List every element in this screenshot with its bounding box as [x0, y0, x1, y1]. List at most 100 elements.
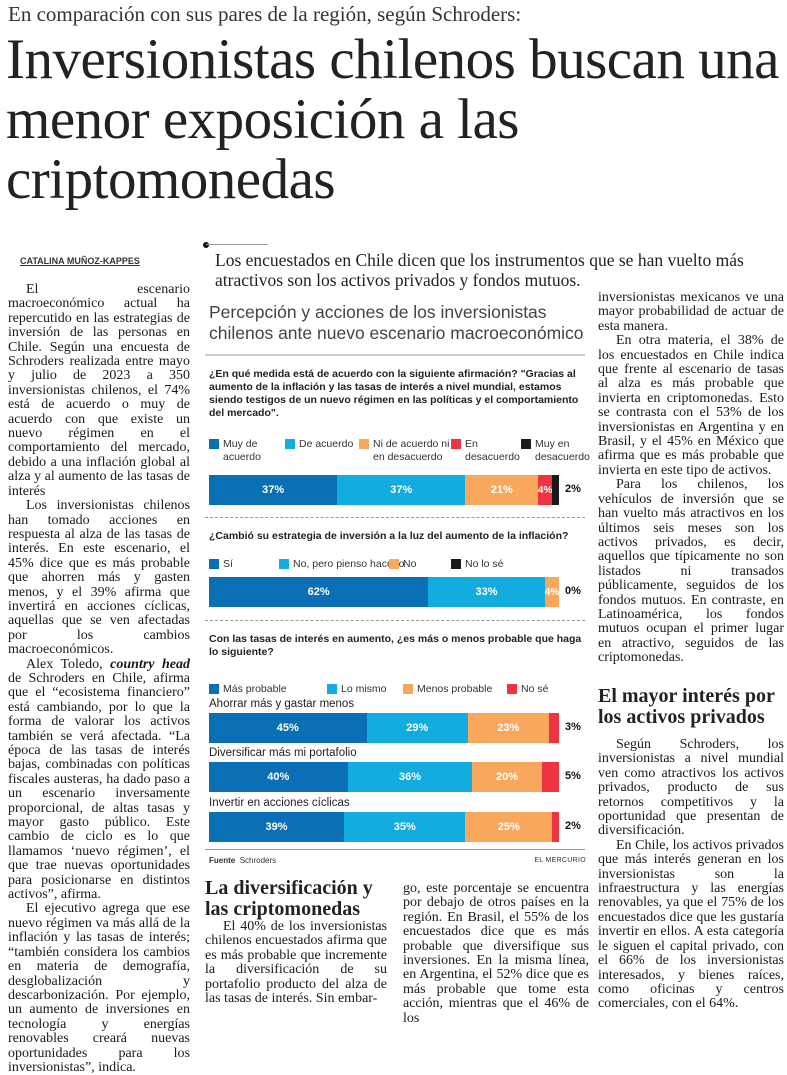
bar-segment: 23% — [468, 713, 549, 743]
bar-segment: 40% — [209, 762, 348, 792]
bar-segment: 4% — [538, 475, 552, 505]
legend-swatch — [209, 559, 219, 569]
legend-label: No — [403, 558, 417, 570]
legend-label: Menos probable — [417, 683, 493, 695]
quote-person: Alex Toledo, — [26, 656, 103, 672]
bar-outside-label: 2% — [565, 483, 581, 495]
legend-swatch — [209, 684, 219, 694]
bar-segment: 39% — [209, 812, 345, 842]
bar-value-label: 33% — [475, 586, 498, 598]
legend-swatch — [403, 684, 413, 694]
bar-segment: 37% — [209, 475, 338, 505]
legend-item: Lo mismo — [327, 683, 387, 696]
legend-item: Más probable — [209, 683, 287, 696]
bar-segment: 45% — [209, 713, 367, 743]
bar-value-label: 62% — [307, 586, 330, 598]
legend-item: En desacuerdo — [451, 438, 523, 463]
paragraph: En otra materia, el 38% de los encuestad… — [598, 333, 784, 478]
bar-value-label: 40% — [267, 771, 290, 783]
legend-label: Más probable — [223, 683, 287, 695]
bar-value-label: 25% — [497, 821, 520, 833]
stacked-bar: 62% 33% 4% 0% — [209, 577, 581, 607]
quote-text: Schroders en Chile, afirma que el “ecosi… — [8, 670, 191, 903]
legend-item: Sí — [209, 558, 233, 571]
bar-value-label: 29% — [406, 722, 429, 734]
legend-item: De acuerdo — [285, 438, 357, 451]
section-heading-activos-privados: El mayor interés por los activos privado… — [598, 685, 775, 728]
paragraph: Los inversionistas chilenos han tomado a… — [8, 498, 190, 658]
bar-outside-label: 2% — [565, 820, 581, 832]
bar-segment: 29% — [366, 713, 468, 743]
mid-column-2: go, este porcentaje se encuentra por deb… — [403, 881, 589, 1026]
legend-label: No lo sé — [465, 558, 504, 570]
bar-segment: 37% — [337, 475, 466, 505]
bar-value-label: 45% — [276, 722, 299, 734]
source-label: Fuente — [209, 856, 236, 865]
brand-credit: EL MERCURIO — [534, 857, 586, 864]
bar-value-label: 39% — [265, 821, 288, 833]
byline: CATALINA MUÑOZ-KAPPES — [20, 256, 140, 266]
bar-row-label: Diversificar más mi portafolio — [209, 747, 357, 759]
paragraph: Alex Toledo, country head de Schroders e… — [8, 656, 191, 903]
bar-value-label: 4% — [537, 484, 553, 496]
chart-legend: Muy de acuerdo De acuerdo Ni de acuerdo ni… — [209, 438, 590, 468]
paragraph: go, este porcentaje se encuentra por deb… — [403, 881, 589, 1026]
deck-divider — [206, 244, 268, 245]
legend-item: Ni de acuerdo ni en desacuerdo — [359, 438, 453, 463]
paragraph: El escenario macroeconómico actual ha re… — [8, 282, 190, 499]
chart-footer-rule — [205, 849, 585, 850]
bar-segment: 21% — [465, 475, 539, 505]
legend-item: No sé — [507, 683, 548, 696]
legend-label: De acuerdo — [299, 438, 354, 450]
chart-question: Con las tasas de interés en aumento, ¿es… — [209, 633, 582, 658]
legend-swatch — [451, 559, 461, 569]
legend-label: No sé — [521, 683, 549, 695]
paragraph: El ejecutivo agrega que ese nuevo régime… — [8, 901, 190, 1075]
stacked-bar: 37% 37% 21% 4% 2% — [209, 475, 581, 505]
bar-value-label: 37% — [390, 484, 413, 496]
legend-item: No — [389, 558, 416, 571]
legend-item: No lo sé — [451, 558, 504, 571]
chart-question: ¿En qué medida está de acuerdo con la si… — [209, 368, 579, 419]
bar-value-label: 4% — [544, 586, 560, 598]
quote-role: country head — [110, 656, 191, 672]
paragraph: Según Schroders, los inversionistas a ni… — [598, 737, 784, 839]
bar-value-label: 37% — [262, 484, 285, 496]
legend-swatch — [209, 439, 219, 449]
legend-item: No, pero pienso hacerlo — [279, 558, 405, 571]
bar-outside-label: 3% — [565, 721, 581, 733]
bar-outside-label: 5% — [565, 770, 581, 782]
legend-label: En desacuerdo — [465, 438, 520, 463]
bar-segment: 33% — [428, 577, 545, 607]
legend-swatch — [285, 439, 295, 449]
chart-question: ¿Cambió su estrategia de inversión a la … — [209, 530, 569, 542]
legend-swatch — [279, 559, 289, 569]
chart-divider — [205, 620, 585, 621]
legend-item: Muy en desacuerdo — [521, 438, 593, 463]
bar-outside-label: 0% — [565, 585, 581, 597]
deck-bullet-icon — [203, 242, 209, 248]
source-name: Schroders — [239, 856, 277, 865]
bar-segment: 25% — [465, 812, 553, 842]
bar-segment — [552, 812, 559, 842]
chart-title: Percepción y acciones de los inversionis… — [209, 302, 584, 343]
legend-swatch — [451, 439, 461, 449]
bar-value-label: 35% — [393, 821, 416, 833]
legend-label: Lo mismo — [341, 683, 387, 695]
kicker: En comparación con sus pares de la regió… — [8, 2, 522, 26]
paragraph: En Chile, los activos privados que más i… — [598, 837, 784, 1012]
stacked-bar: 45% 29% 23% 3% — [209, 713, 581, 743]
legend-label: Ni de acuerdo ni en desacuerdo — [373, 438, 450, 463]
chart-title-rule — [205, 354, 585, 356]
bar-segment — [548, 713, 559, 743]
legend-label: No, pero pienso hacerlo — [293, 558, 405, 570]
mid-column-1: El 40% de los inversionistas chilenos en… — [205, 919, 387, 1006]
legend-item: Menos probable — [403, 683, 492, 696]
bar-value-label: 36% — [398, 771, 421, 783]
bar-value-label: 23% — [497, 722, 520, 734]
legend-item: Muy de acuerdo — [209, 438, 281, 463]
legend-label: Sí — [223, 558, 233, 570]
bar-row-label: Ahorrar más y gastar menos — [209, 698, 355, 710]
stacked-bar: 39% 35% 25% 2% — [209, 812, 581, 842]
bar-segment — [541, 762, 559, 792]
